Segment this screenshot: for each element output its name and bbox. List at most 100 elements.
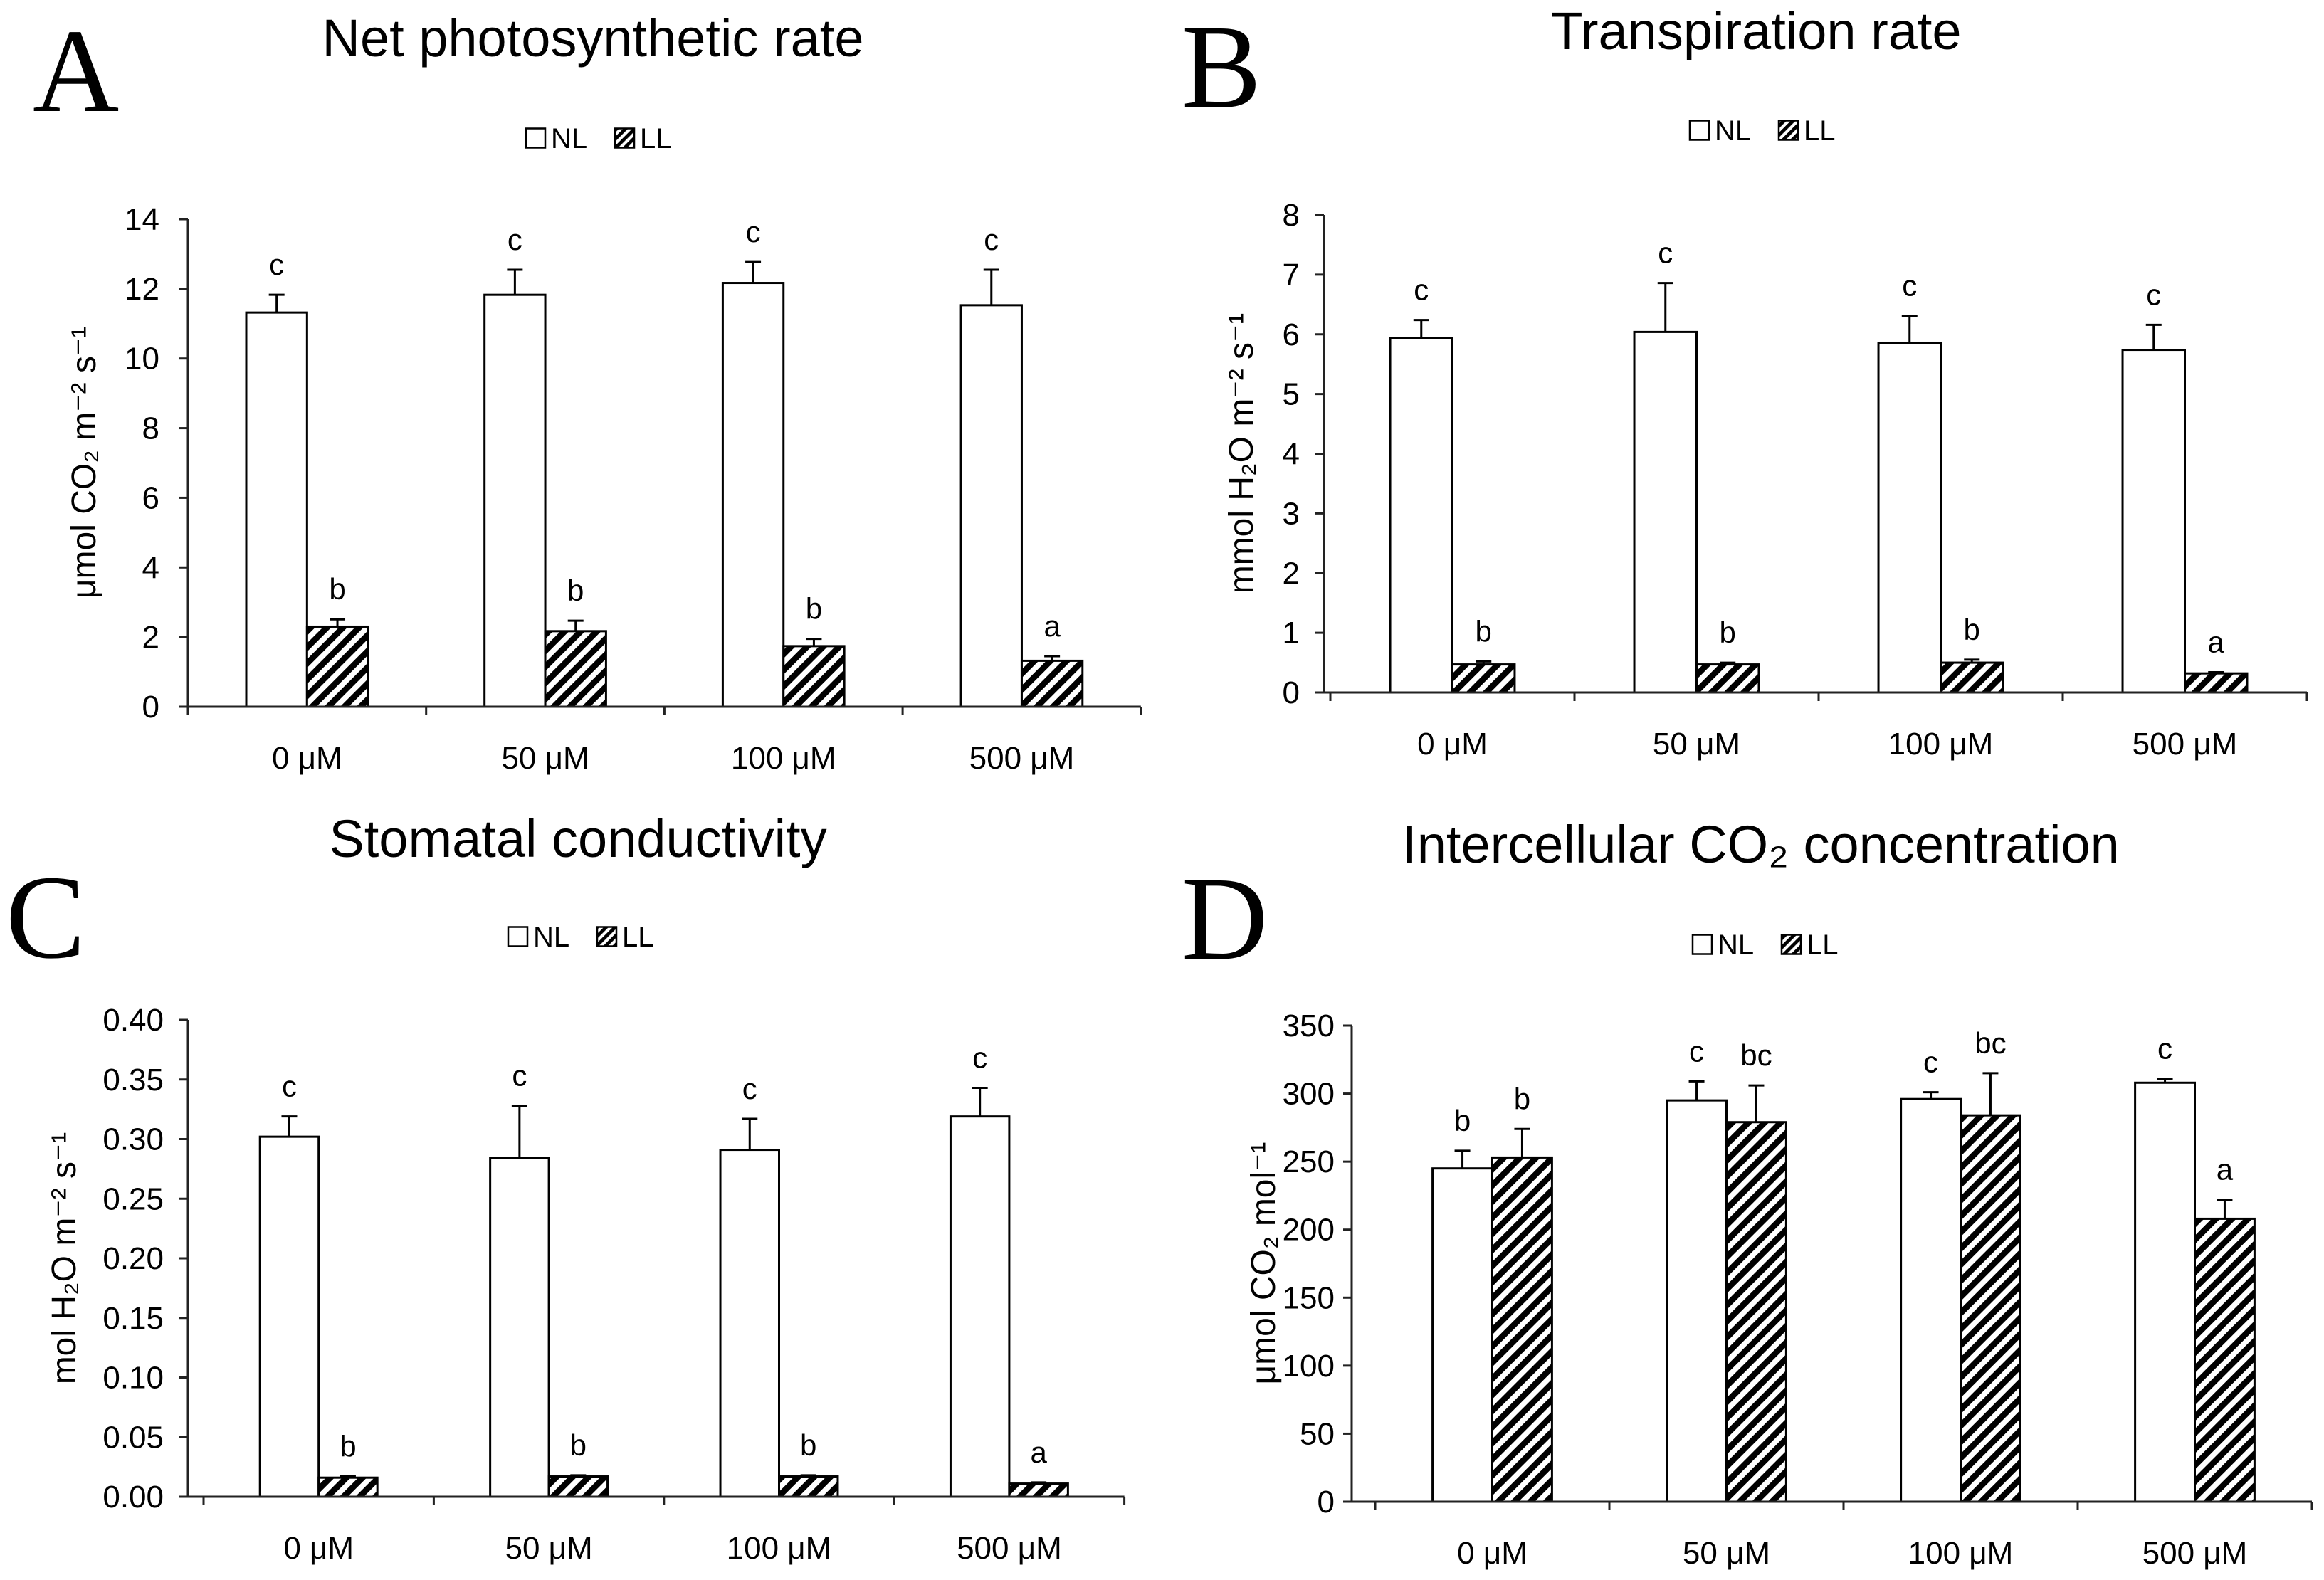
significance-letter-nl: c bbox=[282, 1070, 297, 1103]
legend-swatch-ll bbox=[1780, 934, 1802, 955]
significance-letter-nl: c bbox=[984, 223, 999, 256]
y-tick-label: 350 bbox=[1283, 1008, 1335, 1043]
y-tick-label: 0.30 bbox=[102, 1122, 164, 1157]
legend-label-ll: LL bbox=[1807, 929, 1839, 961]
panel-letter: A bbox=[33, 5, 119, 137]
y-tick-label: 3 bbox=[1283, 496, 1300, 531]
y-tick-label: 14 bbox=[125, 202, 159, 237]
y-tick-label: 50 bbox=[1300, 1416, 1335, 1451]
y-tick-label: 0.05 bbox=[102, 1420, 164, 1455]
legend-label-ll: LL bbox=[640, 123, 672, 154]
y-axis-label: μmol CO₂ mol⁻¹ bbox=[1245, 1142, 1283, 1385]
chart-title: Transpiration rate bbox=[1550, 1, 1961, 60]
plot-area: c b 0 μM c b 50 μM c b 100 μM c a 500 μM 0 2 4 6 8 10 12 14 bbox=[125, 202, 1142, 776]
bar-ll bbox=[1008, 1482, 1069, 1498]
category-label: 0 μM bbox=[1417, 727, 1488, 762]
y-tick-label: 8 bbox=[142, 411, 159, 446]
significance-letter-nl: c bbox=[1658, 236, 1673, 270]
significance-letter-nl: c bbox=[1689, 1034, 1704, 1068]
y-tick-label: 10 bbox=[125, 342, 159, 376]
significance-letter-nl: c bbox=[508, 223, 522, 256]
bar-ll bbox=[778, 1475, 839, 1498]
panel-letter: D bbox=[1182, 853, 1268, 985]
significance-letter-ll: b bbox=[1476, 614, 1492, 648]
bar-nl bbox=[1431, 1167, 1493, 1503]
significance-letter-ll: a bbox=[1030, 1436, 1047, 1469]
bar-nl bbox=[1633, 330, 1698, 694]
significance-letter-ll: b bbox=[340, 1430, 356, 1463]
y-tick-label: 0.40 bbox=[102, 1003, 164, 1038]
significance-letter-ll: b bbox=[1514, 1082, 1530, 1115]
category-label: 500 μM bbox=[2142, 1536, 2248, 1571]
significance-letter-nl: c bbox=[269, 248, 284, 281]
bar-ll bbox=[305, 625, 369, 708]
y-tick-label: 0 bbox=[1283, 675, 1300, 710]
y-tick-label: 12 bbox=[125, 272, 159, 307]
bar-nl bbox=[959, 304, 1023, 708]
bar-nl bbox=[1389, 337, 1454, 694]
bar-nl bbox=[1666, 1099, 1728, 1503]
bar-nl bbox=[721, 282, 785, 708]
panel-b: B Transpiration rate NL LL mmol H₂O m⁻² … bbox=[1182, 1, 2308, 762]
chart-title: Intercellular CO₂ concentration bbox=[1402, 815, 2120, 874]
y-tick-label: 6 bbox=[142, 480, 159, 515]
panel-letter: C bbox=[6, 851, 85, 984]
category-label: 100 μM bbox=[1888, 727, 1994, 762]
y-tick-label: 0 bbox=[1318, 1485, 1335, 1520]
significance-letter-ll: a bbox=[1043, 609, 1061, 643]
significance-letter-nl: b bbox=[1454, 1104, 1471, 1137]
chart-title: Stomatal conductivity bbox=[329, 809, 826, 868]
y-tick-label: 2 bbox=[142, 620, 159, 655]
significance-letter-ll: b bbox=[329, 572, 345, 606]
legend: NL LL bbox=[507, 922, 654, 953]
legend-swatch-nl bbox=[507, 926, 529, 947]
y-axis-label: mmol H₂O m⁻² s⁻¹ bbox=[1223, 313, 1261, 594]
significance-letter-nl: c bbox=[746, 215, 761, 248]
category-label: 0 μM bbox=[272, 741, 342, 776]
legend-swatch-ll bbox=[1777, 120, 1799, 141]
significance-letter-ll: bc bbox=[1740, 1038, 1772, 1072]
y-tick-label: 0.35 bbox=[102, 1063, 164, 1097]
bar-nl bbox=[1900, 1097, 1962, 1503]
y-tick-label: 4 bbox=[1283, 437, 1300, 472]
significance-letter-ll: b bbox=[570, 1428, 587, 1462]
bar-ll bbox=[1960, 1114, 2021, 1503]
bar-nl bbox=[489, 1157, 550, 1498]
category-label: 0 μM bbox=[1457, 1536, 1528, 1571]
y-tick-label: 250 bbox=[1283, 1144, 1335, 1179]
y-tick-label: 1 bbox=[1283, 616, 1300, 651]
y-tick-label: 0 bbox=[142, 690, 159, 725]
bar-nl bbox=[245, 311, 308, 708]
significance-letter-ll: b bbox=[800, 1428, 816, 1462]
y-tick-label: 0.15 bbox=[102, 1301, 164, 1336]
significance-letter-ll: a bbox=[2217, 1153, 2234, 1186]
y-axis-label: μmol CO₂ m⁻² s⁻¹ bbox=[65, 327, 103, 599]
legend-label-ll: LL bbox=[1804, 115, 1836, 147]
bar-nl bbox=[949, 1115, 1011, 1498]
legend-label-nl: NL bbox=[551, 123, 587, 154]
significance-letter-nl: c bbox=[972, 1041, 987, 1074]
chart-title: Net photosynthetic rate bbox=[322, 9, 864, 68]
y-axis-label: mol H₂O m⁻² s⁻¹ bbox=[46, 1132, 83, 1385]
significance-letter-ll: a bbox=[2208, 625, 2225, 658]
category-label: 500 μM bbox=[969, 741, 1075, 776]
legend-swatch-nl bbox=[1691, 934, 1713, 955]
y-tick-label: 8 bbox=[1283, 198, 1300, 233]
legend-swatch-ll bbox=[614, 127, 636, 149]
significance-letter-nl: c bbox=[1923, 1046, 1938, 1079]
legend-label-ll: LL bbox=[622, 922, 654, 953]
y-tick-label: 0.20 bbox=[102, 1241, 164, 1276]
y-tick-label: 0.10 bbox=[102, 1361, 164, 1396]
bar-nl bbox=[2121, 349, 2186, 694]
significance-letter-ll: b bbox=[806, 592, 822, 626]
legend-label-nl: NL bbox=[1715, 115, 1751, 147]
legend-label-nl: NL bbox=[1718, 929, 1754, 961]
category-label: 50 μM bbox=[501, 741, 589, 776]
legend-swatch-nl bbox=[525, 127, 547, 149]
y-tick-label: 2 bbox=[1283, 556, 1300, 591]
panel-a: A Net photosynthetic rate NL LL μmol CO₂… bbox=[33, 5, 1142, 776]
panel-d: D Intercellular CO₂ concentration NL LL … bbox=[1182, 815, 2313, 1571]
significance-letter-nl: c bbox=[742, 1072, 757, 1105]
bar-ll bbox=[2184, 672, 2249, 694]
plot-area: c b 0 μM c b 50 μM c b 100 μM c a 500 μM 0.00 0.05 0.1… bbox=[102, 1003, 1126, 1566]
